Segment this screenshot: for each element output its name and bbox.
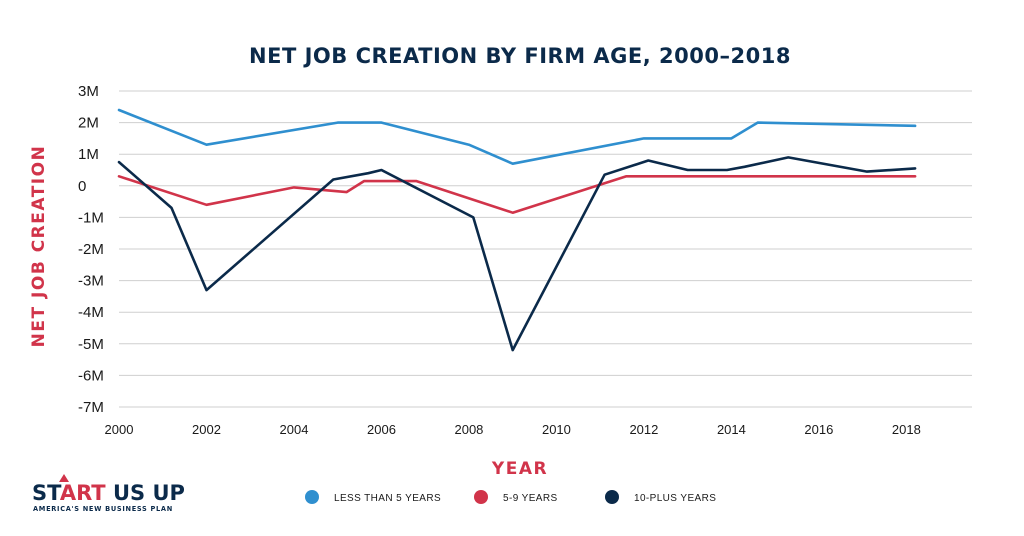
y-tick-label: -6M	[78, 367, 104, 384]
logo-star-icon	[59, 474, 69, 482]
logo-tagline: AMERICA'S NEW BUSINESS PLAN	[33, 505, 173, 513]
legend-marker	[305, 490, 319, 504]
y-tick-label: 2M	[78, 115, 99, 132]
series-line-1	[117, 175, 917, 214]
y-tick-label: -3M	[78, 273, 104, 290]
series-line-0	[117, 108, 917, 165]
series-line-2	[117, 156, 917, 352]
legend-marker	[605, 490, 619, 504]
x-tick-label: 2016	[804, 422, 833, 437]
x-tick-label: 2006	[367, 422, 396, 437]
chart-title: NET JOB CREATION BY FIRM AGE, 2000–2018	[249, 44, 791, 68]
startusup-logo: START US UP AMERICA'S NEW BUSINESS PLAN	[32, 474, 185, 513]
y-tick-label: -1M	[78, 209, 104, 226]
x-tick-label: 2018	[892, 422, 921, 437]
y-tick-label: 3M	[78, 83, 99, 100]
x-axis-label: YEAR	[491, 459, 548, 479]
x-tick-label: 2008	[454, 422, 483, 437]
x-axis-ticks: 2000 2002 2004 2006 2008 2010 2012 2014 2016 2018	[105, 422, 921, 437]
x-tick-label: 2000	[105, 422, 134, 437]
legend-label: 10-PLUS YEARS	[634, 493, 716, 504]
y-tick-label: -2M	[78, 241, 104, 258]
y-tick-label: 0	[78, 178, 86, 195]
legend-label: 5-9 YEARS	[503, 493, 558, 504]
x-tick-label: 2012	[629, 422, 658, 437]
chart-grid	[119, 90, 972, 408]
legend-label: LESS THAN 5 YEARS	[334, 493, 441, 504]
y-tick-label: -7M	[78, 399, 104, 416]
y-tick-label: -4M	[78, 304, 104, 321]
y-tick-label: 1M	[78, 146, 99, 163]
logo-text: START US UP	[32, 481, 185, 505]
chart-series	[117, 108, 917, 352]
legend-marker	[474, 490, 488, 504]
y-axis-ticks: 3M 2M 1M 0 -1M -2M -3M -4M -5M -6M -7M	[78, 83, 104, 416]
chart-legend: LESS THAN 5 YEARS 5-9 YEARS 10-PLUS YEARS	[305, 490, 716, 504]
x-tick-label: 2010	[542, 422, 571, 437]
x-tick-label: 2004	[280, 422, 309, 437]
y-axis-label: NET JOB CREATION	[29, 145, 49, 348]
y-tick-label: -5M	[78, 336, 104, 353]
x-tick-label: 2002	[192, 422, 221, 437]
x-tick-label: 2014	[717, 422, 746, 437]
